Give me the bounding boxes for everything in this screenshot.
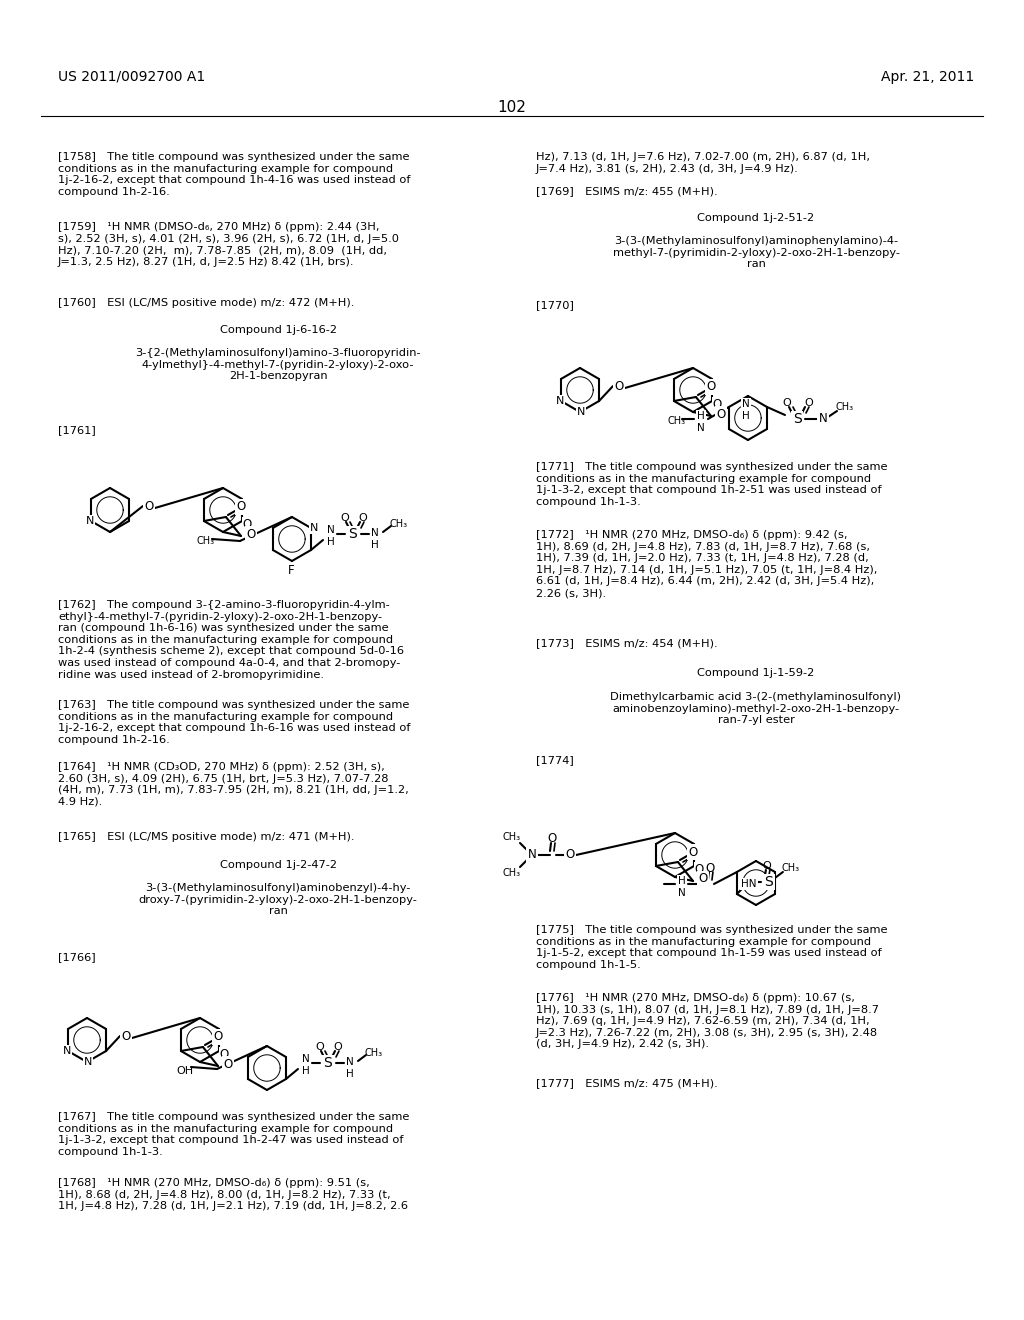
Text: CH₃: CH₃ — [365, 1048, 383, 1059]
Text: S: S — [348, 527, 357, 541]
Text: [1764] ¹H NMR (CD₃OD, 270 MHz) δ (ppm): 2.52 (3H, s),
2.60 (3H, s), 4.09 (2H), 6: [1764] ¹H NMR (CD₃OD, 270 MHz) δ (ppm): … — [58, 762, 409, 807]
Text: O: O — [782, 399, 792, 408]
Text: O: O — [213, 1031, 222, 1044]
Text: 3-(3-(Methylaminosulfonyl)aminophenylaminо)-4-
methyl-7-(pyrimidin-2-yloxy)-2-ox: 3-(3-(Methylaminosulfonyl)aminophenylami… — [612, 236, 899, 269]
Text: [1777] ESIMS m/z: 475 (M+H).: [1777] ESIMS m/z: 475 (M+H). — [536, 1078, 718, 1088]
Text: OH: OH — [176, 1067, 194, 1076]
Text: N: N — [62, 1045, 71, 1056]
Text: HN: HN — [741, 879, 757, 888]
Text: N: N — [84, 1057, 92, 1067]
Text: O: O — [707, 380, 716, 393]
Text: N: N — [577, 407, 585, 417]
Text: F: F — [288, 565, 294, 578]
Text: Compound 1j-2-47-2: Compound 1j-2-47-2 — [219, 861, 337, 870]
Text: [1775] The title compound was synthesized under the same
conditions as in the ma: [1775] The title compound was synthesize… — [536, 925, 888, 970]
Text: O: O — [548, 833, 557, 846]
Text: O: O — [565, 849, 574, 862]
Text: O: O — [144, 500, 154, 513]
Text: N: N — [527, 849, 537, 862]
Text: [1767] The title compound was synthesized under the same
conditions as in the ma: [1767] The title compound was synthesize… — [58, 1111, 410, 1156]
Text: N: N — [310, 523, 318, 533]
Text: 102: 102 — [498, 100, 526, 115]
Text: O: O — [688, 846, 697, 858]
Text: S: S — [793, 412, 802, 426]
Text: Dimethylcarbamic acid 3-(2-(methylaminosulfonyl)
aminobenzoylamino)-methyl-2-oxo: Dimethylcarbamic acid 3-(2-(methylaminos… — [610, 692, 901, 725]
Text: N: N — [86, 516, 94, 525]
Text: O: O — [223, 1057, 232, 1071]
Text: O: O — [334, 1041, 342, 1052]
Text: O: O — [247, 528, 256, 540]
Text: O: O — [315, 1041, 325, 1052]
Text: O: O — [763, 861, 771, 871]
Text: O: O — [122, 1031, 131, 1044]
Text: S: S — [324, 1056, 333, 1071]
Text: O: O — [805, 399, 813, 408]
Text: CH₃: CH₃ — [836, 403, 854, 412]
Text: S: S — [765, 875, 773, 888]
Text: Compound 1j-1-59-2: Compound 1j-1-59-2 — [697, 668, 815, 678]
Text: N
H: N H — [742, 399, 750, 421]
Text: CH₃: CH₃ — [503, 832, 521, 842]
Text: O: O — [698, 873, 708, 886]
Text: [1766]: [1766] — [58, 952, 95, 962]
Text: [1776] ¹H NMR (270 MHz, DMSO-d₆) δ (ppm): 10.67 (s,
1H), 10.33 (s, 1H), 8.07 (d,: [1776] ¹H NMR (270 MHz, DMSO-d₆) δ (ppm)… — [536, 993, 879, 1049]
Text: N
H: N H — [371, 528, 379, 550]
Text: [1771] The title compound was synthesized under the same
conditions as in the ma: [1771] The title compound was synthesize… — [536, 462, 888, 507]
Text: [1774]: [1774] — [536, 755, 573, 766]
Text: O: O — [614, 380, 624, 393]
Text: CH₃: CH₃ — [668, 416, 686, 426]
Text: O: O — [695, 863, 705, 876]
Text: N
H: N H — [346, 1057, 354, 1078]
Text: 3-(3-(Methylaminosulfonyl)aminobenzyl)-4-hy-
droxy-7-(pyrimidin-2-yloxy)-2-oxo-2: 3-(3-(Methylaminosulfonyl)aminobenzyl)-4… — [138, 883, 418, 916]
Text: [1760] ESI (LC/MS positive mode) m/z: 472 (M+H).: [1760] ESI (LC/MS positive mode) m/z: 47… — [58, 298, 354, 308]
Text: O: O — [243, 517, 252, 531]
Text: N
H: N H — [327, 525, 335, 546]
Text: N
H: N H — [302, 1055, 310, 1076]
Text: 3-{2-(Methylaminosulfonyl)amino-3-fluoropyridin-
4-ylmethyl}-4-methyl-7-(pyridin: 3-{2-(Methylaminosulfonyl)amino-3-fluoro… — [135, 348, 421, 381]
Text: Compound 1j-2-51-2: Compound 1j-2-51-2 — [697, 213, 814, 223]
Text: US 2011/0092700 A1: US 2011/0092700 A1 — [58, 70, 205, 84]
Text: N: N — [556, 396, 564, 407]
Text: [1765] ESI (LC/MS positive mode) m/z: 471 (M+H).: [1765] ESI (LC/MS positive mode) m/z: 47… — [58, 832, 354, 842]
Text: H
N: H N — [678, 876, 686, 898]
Text: N: N — [818, 412, 827, 425]
Text: [1773] ESIMS m/z: 454 (M+H).: [1773] ESIMS m/z: 454 (M+H). — [536, 638, 718, 648]
Text: Apr. 21, 2011: Apr. 21, 2011 — [881, 70, 974, 84]
Text: Hz), 7.13 (d, 1H, J=7.6 Hz), 7.02-7.00 (m, 2H), 6.87 (d, 1H,
J=7.4 Hz), 3.81 (s,: Hz), 7.13 (d, 1H, J=7.6 Hz), 7.02-7.00 (… — [536, 152, 870, 174]
Text: [1772] ¹H NMR (270 MHz, DMSO-d₆) δ (ppm): 9.42 (s,
1H), 8.69 (d, 2H, J=4.8 Hz), : [1772] ¹H NMR (270 MHz, DMSO-d₆) δ (ppm)… — [536, 531, 878, 598]
Text: O: O — [237, 500, 246, 513]
Text: [1758] The title compound was synthesized under the same
conditions as in the ma: [1758] The title compound was synthesize… — [58, 152, 411, 197]
Text: CH₃: CH₃ — [503, 869, 521, 878]
Text: [1768] ¹H NMR (270 MHz, DMSO-d₆) δ (ppm): 9.51 (s,
1H), 8.68 (d, 2H, J=4.8 Hz), : [1768] ¹H NMR (270 MHz, DMSO-d₆) δ (ppm)… — [58, 1177, 408, 1212]
Text: CH₃: CH₃ — [197, 536, 215, 546]
Text: H
N: H N — [697, 412, 705, 433]
Text: [1763] The title compound was synthesized under the same
conditions as in the ma: [1763] The title compound was synthesize… — [58, 700, 411, 744]
Text: O: O — [706, 862, 715, 874]
Text: [1770]: [1770] — [536, 300, 573, 310]
Text: CH₃: CH₃ — [782, 863, 800, 873]
Text: O: O — [713, 399, 722, 411]
Text: O: O — [358, 513, 368, 523]
Text: CH₃: CH₃ — [390, 519, 408, 529]
Text: [1761]: [1761] — [58, 425, 96, 436]
Text: O: O — [220, 1048, 229, 1061]
Text: [1762] The compound 3-{2-amino-3-fluoropyridin-4-ylm-
ethyl}-4-methyl-7-(pyridin: [1762] The compound 3-{2-amino-3-fluorop… — [58, 601, 404, 680]
Text: Compound 1j-6-16-2: Compound 1j-6-16-2 — [219, 325, 337, 335]
Text: O: O — [717, 408, 726, 421]
Text: O: O — [341, 513, 349, 523]
Text: [1759] ¹H NMR (DMSO-d₆, 270 MHz) δ (ppm): 2.44 (3H,
s), 2.52 (3H, s), 4.01 (2H, : [1759] ¹H NMR (DMSO-d₆, 270 MHz) δ (ppm)… — [58, 222, 399, 267]
Text: [1769] ESIMS m/z: 455 (M+H).: [1769] ESIMS m/z: 455 (M+H). — [536, 186, 718, 195]
